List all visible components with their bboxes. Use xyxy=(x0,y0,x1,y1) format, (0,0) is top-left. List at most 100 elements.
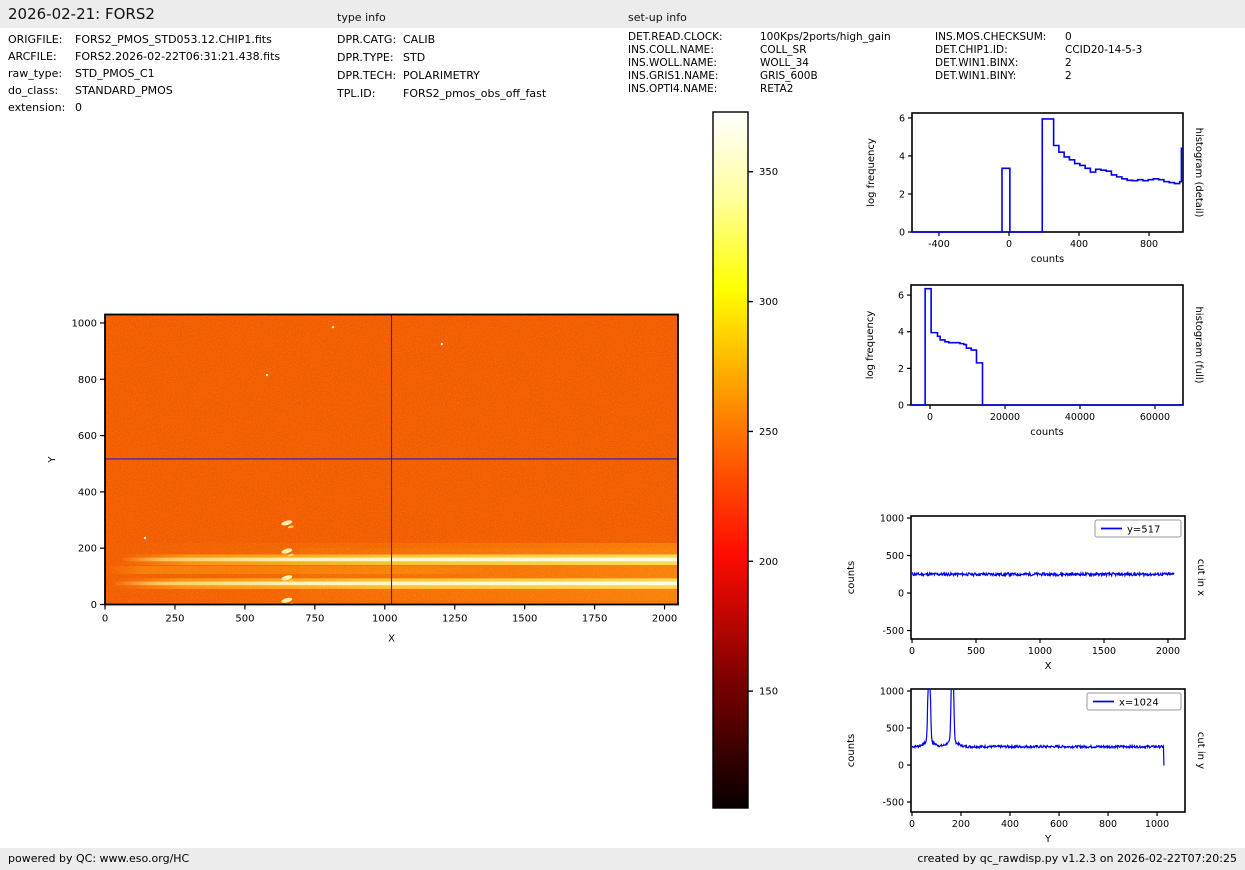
raw-image-axes xyxy=(104,313,679,606)
y-tick-label: 1000 xyxy=(880,686,904,697)
colorbar-tick-label: 300 xyxy=(759,297,778,308)
emission-spot-secondary xyxy=(287,553,294,557)
y-tick-label: 1000 xyxy=(72,318,97,329)
type-info-row: TPL.ID: FORS2_pmos_obs_off_fast xyxy=(337,87,546,100)
x-tick-label: 750 xyxy=(305,614,324,625)
setup-info-row-value: WOLL_34 xyxy=(760,57,809,69)
x-tick-label: 0 xyxy=(102,614,108,625)
type-info-row-label: DPR.TYPE: xyxy=(337,51,394,64)
x-tick-label: 1000 xyxy=(1145,819,1169,830)
y-tick-label: 400 xyxy=(78,487,97,498)
y-tick-label: 500 xyxy=(886,551,904,562)
hot-pixel xyxy=(143,536,147,540)
setup-info-row-label: DET.READ.CLOCK: xyxy=(628,31,723,43)
type-info-row-label: DPR.CATG: xyxy=(337,33,397,46)
x-tick-label: 1500 xyxy=(1092,646,1116,657)
y-tick-label: 0 xyxy=(898,401,904,412)
setup-info-row-label: INS.COLL.NAME: xyxy=(628,44,714,56)
file-info-row: raw_type: STD_PMOS_C1 xyxy=(8,67,155,80)
cut_in_y-axes xyxy=(910,688,1186,813)
type-info-row: DPR.CATG: CALIB xyxy=(337,33,435,46)
header-bar: 2026-02-21: FORS2 type info set-up info xyxy=(0,0,1245,28)
histogram-detail-plot: -400 0 400 800 0 2 4 6 counts log frequency histog… xyxy=(866,112,1204,265)
emission-spot-secondary xyxy=(287,580,294,584)
file-info-row-label: ARCFILE: xyxy=(8,50,57,63)
type-info-heading: type info xyxy=(337,11,386,24)
y-tick-label: 6 xyxy=(899,113,905,124)
x-tick-label: 0 xyxy=(909,646,915,657)
setup-info-row: DET.WIN1.BINX: 2 xyxy=(935,57,1072,69)
setup-info-row: INS.COLL.NAME: COLL_SR xyxy=(628,44,807,56)
raw-image-plot: 0 250 500 750 1000 1250 1500 1750 2000 0 200 400 600… xyxy=(47,313,679,645)
y-tick-label: 800 xyxy=(78,375,97,386)
setup-info-row: INS.GRIS1.NAME: GRIS_600B xyxy=(628,70,818,82)
x-tick-label: 0 xyxy=(1006,239,1012,250)
x-tick-label: 1000 xyxy=(1028,646,1052,657)
colorbar-tick-label: 200 xyxy=(759,557,778,568)
setup-info-row-value: 2 xyxy=(1065,70,1072,82)
cut_in_x-line xyxy=(911,570,1175,578)
cut_in_x-axes xyxy=(910,515,1186,640)
setup-info-row-label: INS.GRIS1.NAME: xyxy=(628,70,719,82)
histogram_full-ylabel: log frequency xyxy=(865,311,876,380)
file-info-row-value: 0 xyxy=(75,101,82,114)
type-info-row-label: TPL.ID: xyxy=(337,87,376,100)
x-tick-label: 1000 xyxy=(372,614,397,625)
x-tick-label: 600 xyxy=(1050,819,1068,830)
x-tick-label: 800 xyxy=(1099,819,1117,830)
x-tick-label: 2000 xyxy=(1156,646,1180,657)
setup-info-row: INS.WOLL.NAME: WOLL_34 xyxy=(628,57,809,69)
file-info-row: do_class: STANDARD_PMOS xyxy=(8,84,173,97)
setup-info-row: DET.CHIP1.ID: CCID20-14-5-3 xyxy=(935,44,1142,56)
y-tick-label: -500 xyxy=(882,626,904,637)
colorbar-tick-label: 150 xyxy=(759,687,778,698)
setup-info-row: DET.WIN1.BINY: 2 xyxy=(935,70,1072,82)
cut_in_x-legend-box xyxy=(1094,519,1182,538)
cut_in_y-line xyxy=(911,688,1165,766)
y-tick-label: 0 xyxy=(899,228,905,239)
histogram_full-xlabel: counts xyxy=(1030,427,1063,438)
y-tick-label: 4 xyxy=(899,151,905,162)
emission-spot xyxy=(281,575,293,581)
x-tick-label: -400 xyxy=(928,239,950,250)
y-tick-label: 1000 xyxy=(880,514,904,525)
setup-info-row: INS.OPTI4.NAME: RETA2 xyxy=(628,83,793,95)
x-tick-label: 60000 xyxy=(1140,412,1170,423)
histogram_detail-line xyxy=(912,118,1183,233)
x-tick-label: 1750 xyxy=(582,614,607,625)
setup-info-row-label: DET.WIN1.BINY: xyxy=(935,70,1017,82)
setup-info-row-value: GRIS_600B xyxy=(760,70,818,82)
cut_in_y-legend-label: x=1024 xyxy=(1119,698,1159,709)
file-info-row-value: FORS2.2026-02-22T06:31:21.438.fits xyxy=(75,50,281,63)
type-info-row: DPR.TECH: POLARIMETRY xyxy=(337,69,480,82)
x-tick-label: 1500 xyxy=(512,614,537,625)
emission-spot-secondary xyxy=(287,525,294,529)
setup-info-row-value: 100Kps/2ports/high_gain xyxy=(760,31,891,43)
file-info-row-label: extension: xyxy=(8,101,66,114)
x-tick-label: 20000 xyxy=(990,412,1020,423)
cut_in_x-ylabel: counts xyxy=(846,561,857,594)
setup-info-row-value: 2 xyxy=(1065,57,1072,69)
raw-image-ylabel: Y xyxy=(47,456,58,464)
file-info-row-label: ORIGFILE: xyxy=(8,33,63,46)
emission-spot xyxy=(281,597,293,603)
image-noise-band xyxy=(300,548,678,600)
type-info-row-value: FORS2_pmos_obs_off_fast xyxy=(403,87,547,100)
colorbar-tick-label: 250 xyxy=(759,427,778,438)
cut_in_x-xlabel: X xyxy=(1045,661,1052,672)
x-tick-label: 0 xyxy=(927,412,933,423)
histogram-full-plot: 0 20000 40000 60000 0 2 4 6 counts log frequency h… xyxy=(865,284,1204,438)
setup-info-row-label: INS.MOS.CHECKSUM: xyxy=(935,31,1047,43)
y-tick-label: 600 xyxy=(78,431,97,442)
page-title: 2026-02-21: FORS2 xyxy=(8,5,155,23)
y-tick-label: 200 xyxy=(78,544,97,555)
histogram_full-axes xyxy=(910,284,1184,406)
x-tick-label: 400 xyxy=(1070,239,1088,250)
x-tick-label: 800 xyxy=(1140,239,1158,250)
histogram_detail-xlabel: counts xyxy=(1031,254,1064,265)
y-tick-label: 0 xyxy=(898,761,904,772)
raw-image-xlabel: X xyxy=(388,634,395,645)
y-tick-label: -500 xyxy=(882,798,904,809)
